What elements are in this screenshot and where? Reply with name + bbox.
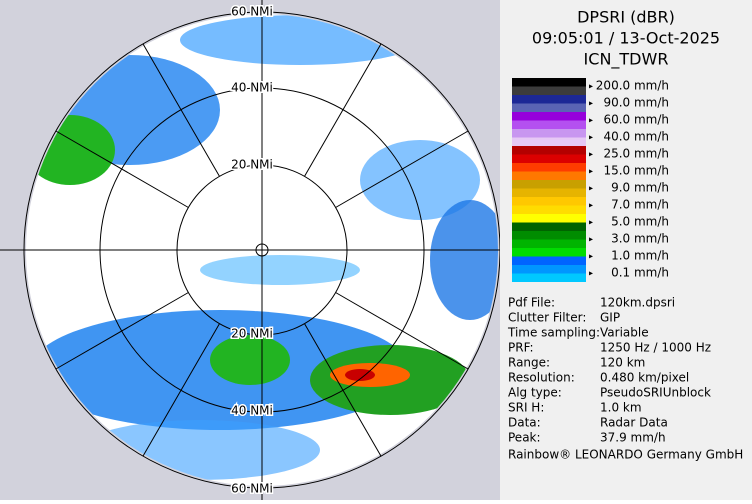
info-key: Resolution:	[508, 371, 575, 385]
info-key: Clutter Filter:	[508, 311, 586, 325]
legend-label: 40.0 mm/h	[603, 130, 669, 144]
ring-label: 40 NMi	[231, 404, 273, 418]
legend-swatch	[512, 180, 586, 189]
legend-label: 0.1 mm/h	[611, 266, 669, 280]
legend-swatch	[512, 120, 586, 129]
legend-arrow: ▸	[589, 201, 593, 210]
legend-label: 25.0 mm/h	[603, 147, 669, 161]
info-key: Pdf File:	[508, 296, 555, 310]
legend-swatch	[512, 146, 586, 155]
legend-swatch	[512, 222, 586, 231]
legend-swatch	[512, 239, 586, 248]
legend-swatch	[512, 171, 586, 180]
legend-swatch	[512, 197, 586, 206]
info-key: PRF:	[508, 341, 534, 355]
ring-label: 60 NMi	[231, 482, 273, 496]
legend-label: 200.0 mm/h	[596, 79, 669, 93]
ring-label: 20 NMi	[231, 327, 273, 341]
legend-swatch	[512, 78, 586, 87]
legend-swatch	[512, 188, 586, 197]
legend-arrow: ▸	[589, 167, 593, 176]
legend-swatch	[512, 248, 586, 257]
legend-arrow: ▸	[589, 116, 593, 125]
legend-arrow: ▸	[589, 218, 593, 227]
legend-swatch	[512, 95, 586, 104]
ring-label: 60 NMi	[231, 5, 273, 19]
legend-swatch	[512, 86, 586, 95]
info-value: 1250 Hz / 1000 Hz	[600, 341, 711, 355]
info-value: 120km.dpsri	[600, 296, 675, 310]
legend-swatch	[512, 163, 586, 172]
azimuth-line	[304, 323, 382, 457]
info-value: 120 km	[600, 356, 645, 370]
legend-swatch	[512, 205, 586, 214]
legend-arrow: ▸	[589, 269, 593, 278]
legend-swatch	[512, 112, 586, 121]
legend-swatch	[512, 129, 586, 138]
info-key: Range:	[508, 356, 550, 370]
info-value: Radar Data	[600, 416, 668, 430]
info-value: 0.480 km/pixel	[600, 371, 689, 385]
legend-arrow: ▸	[589, 252, 593, 261]
legend-arrow: ▸	[589, 99, 593, 108]
legend-swatch	[512, 137, 586, 146]
info-key: SRI H:	[508, 401, 544, 415]
legend-swatch	[512, 154, 586, 163]
header-line: 09:05:01 / 13-Oct-2025	[532, 29, 720, 48]
azimuth-line	[335, 130, 469, 208]
azimuth-line	[142, 43, 220, 177]
range-rings	[0, 0, 501, 500]
info-key: Peak:	[508, 431, 541, 445]
legend-arrow: ▸	[589, 82, 593, 91]
legend-label: 5.0 mm/h	[611, 215, 669, 229]
legend-arrow: ▸	[589, 150, 593, 159]
header-line: ICN_TDWR	[584, 50, 669, 70]
legend-label: 1.0 mm/h	[611, 249, 669, 263]
info-key: Alg type:	[508, 386, 562, 400]
legend-arrow: ▸	[589, 133, 593, 142]
info-value: 37.9 mm/h	[600, 431, 666, 445]
info-value: GIP	[600, 311, 620, 325]
legend-swatch	[512, 103, 586, 112]
legend-arrow: ▸	[589, 184, 593, 193]
ring-label: 40 NMi	[231, 81, 273, 95]
legend-swatch	[512, 256, 586, 265]
azimuth-line	[304, 43, 382, 177]
footer: Rainbow® LEONARDO Germany GmbH	[508, 448, 743, 462]
azimuth-line	[335, 292, 469, 370]
info-key: Time sampling:	[507, 326, 600, 340]
legend-label: 90.0 mm/h	[603, 96, 669, 110]
header-line: DPSRI (dBR)	[577, 8, 675, 27]
legend-arrow: ▸	[589, 235, 593, 244]
legend-label: 7.0 mm/h	[611, 198, 669, 212]
legend-swatch	[512, 273, 586, 282]
legend-swatch	[512, 265, 586, 274]
legend-label: 15.0 mm/h	[603, 164, 669, 178]
legend-swatch	[512, 214, 586, 223]
azimuth-line	[55, 130, 189, 208]
info-value: 1.0 km	[600, 401, 642, 415]
legend-label: 60.0 mm/h	[603, 113, 669, 127]
info-value: Variable	[600, 326, 649, 340]
legend-label: 3.0 mm/h	[611, 232, 669, 246]
legend-swatch	[512, 231, 586, 240]
ring-label: 20 NMi	[231, 158, 273, 172]
azimuth-line	[55, 292, 189, 370]
info-value: PseudoSRIUnblock	[600, 386, 711, 400]
info-key: Data:	[508, 416, 541, 430]
azimuth-line	[142, 323, 220, 457]
legend-label: 9.0 mm/h	[611, 181, 669, 195]
